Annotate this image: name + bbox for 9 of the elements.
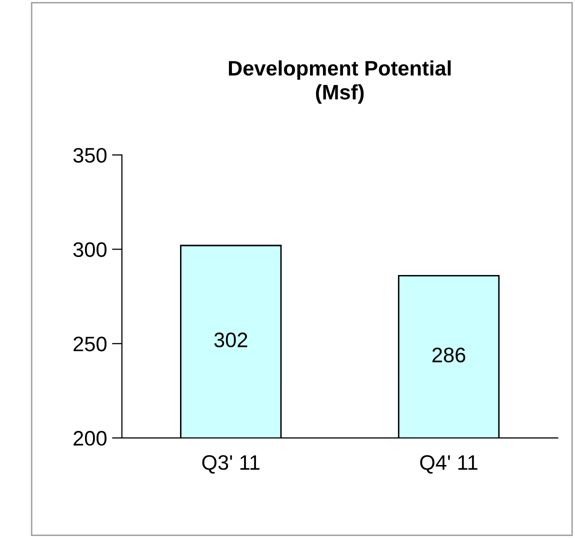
data-label: 286	[432, 348, 466, 362]
data-label: 302	[214, 332, 248, 348]
x-tick-label: Q3' 11	[202, 455, 260, 474]
y-tick-label: 250	[74, 336, 107, 352]
x-tick-label: Q4' 11	[420, 455, 478, 474]
y-tick-label: 200	[74, 430, 107, 446]
y-tick-label: 300	[73, 242, 107, 258]
y-tick-label: 350	[73, 148, 107, 163]
chart-title: Development Potential (Msf)	[228, 60, 451, 104]
